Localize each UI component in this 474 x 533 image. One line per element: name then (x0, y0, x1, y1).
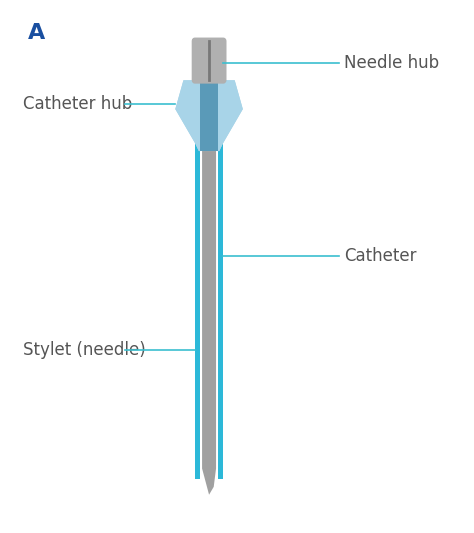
Polygon shape (219, 80, 243, 151)
FancyBboxPatch shape (192, 38, 226, 83)
Text: Catheter hub: Catheter hub (23, 95, 132, 113)
Bar (202, 41, 216, 80)
Polygon shape (202, 80, 216, 495)
Text: Needle hub: Needle hub (344, 53, 439, 71)
FancyBboxPatch shape (192, 38, 226, 83)
Polygon shape (175, 80, 243, 151)
Text: Catheter: Catheter (344, 247, 417, 265)
Polygon shape (195, 143, 200, 479)
Polygon shape (175, 80, 200, 151)
Bar (200, 80, 219, 151)
Text: Stylet (needle): Stylet (needle) (23, 342, 146, 359)
Polygon shape (218, 143, 224, 479)
Text: A: A (27, 22, 45, 43)
